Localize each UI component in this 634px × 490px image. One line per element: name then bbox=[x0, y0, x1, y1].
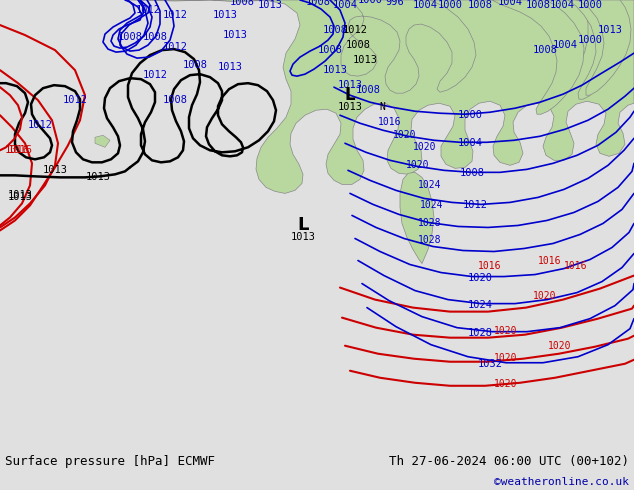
Text: 1013: 1013 bbox=[8, 191, 33, 200]
Text: 1013: 1013 bbox=[212, 10, 238, 20]
Text: 1024: 1024 bbox=[467, 299, 493, 310]
Text: 1008: 1008 bbox=[230, 0, 254, 7]
Text: 1028: 1028 bbox=[467, 328, 493, 338]
Text: 1012: 1012 bbox=[342, 25, 368, 35]
Text: 1004: 1004 bbox=[498, 0, 522, 7]
Text: 1013: 1013 bbox=[217, 62, 242, 72]
Text: 1008: 1008 bbox=[306, 0, 330, 7]
Text: 1008: 1008 bbox=[526, 0, 550, 10]
Text: 1008: 1008 bbox=[143, 32, 167, 42]
Text: 1020: 1020 bbox=[495, 379, 518, 389]
Text: 1020: 1020 bbox=[406, 160, 430, 171]
Text: 1013: 1013 bbox=[8, 193, 33, 202]
Text: 1008: 1008 bbox=[183, 60, 207, 70]
Text: 1004: 1004 bbox=[552, 40, 578, 50]
Text: 1020: 1020 bbox=[413, 142, 437, 152]
Text: 1012: 1012 bbox=[162, 10, 188, 20]
Text: 1020: 1020 bbox=[467, 272, 493, 283]
Text: 1013: 1013 bbox=[353, 55, 377, 65]
Text: 1013: 1013 bbox=[597, 25, 623, 35]
Text: 1020: 1020 bbox=[495, 353, 518, 363]
Polygon shape bbox=[130, 0, 634, 194]
Text: 1008: 1008 bbox=[318, 45, 342, 55]
Text: 1024: 1024 bbox=[420, 200, 444, 210]
Text: 1016: 1016 bbox=[5, 146, 30, 155]
Text: 1013: 1013 bbox=[223, 30, 247, 40]
Text: 1016: 1016 bbox=[378, 117, 402, 127]
Text: 996: 996 bbox=[385, 0, 404, 7]
Text: 1008: 1008 bbox=[162, 95, 188, 105]
Text: 1004: 1004 bbox=[332, 0, 358, 10]
Text: 1013: 1013 bbox=[290, 232, 316, 243]
Text: 1000: 1000 bbox=[458, 110, 482, 120]
Text: 1016: 1016 bbox=[8, 146, 33, 155]
Text: 1000: 1000 bbox=[358, 0, 382, 5]
Text: 1028: 1028 bbox=[418, 219, 442, 228]
Text: 1008: 1008 bbox=[533, 45, 557, 55]
Text: 1004: 1004 bbox=[458, 138, 482, 148]
Polygon shape bbox=[341, 0, 476, 93]
Text: L: L bbox=[297, 217, 309, 234]
Text: 1013: 1013 bbox=[257, 0, 283, 10]
Text: 1016: 1016 bbox=[564, 261, 588, 270]
Text: 1004: 1004 bbox=[413, 0, 437, 10]
Polygon shape bbox=[492, 0, 584, 114]
Text: 1012: 1012 bbox=[462, 200, 488, 210]
Text: 1012: 1012 bbox=[63, 95, 87, 105]
Text: 1000: 1000 bbox=[578, 0, 602, 10]
Text: 1013: 1013 bbox=[337, 102, 363, 112]
Text: 1008: 1008 bbox=[323, 25, 347, 35]
Polygon shape bbox=[95, 135, 110, 147]
Text: 1032: 1032 bbox=[477, 359, 503, 369]
Text: L: L bbox=[345, 86, 355, 104]
Text: 1020: 1020 bbox=[495, 326, 518, 336]
Text: 1008: 1008 bbox=[460, 169, 484, 178]
Polygon shape bbox=[576, 0, 631, 95]
Text: 1008: 1008 bbox=[346, 40, 370, 50]
Text: 1020: 1020 bbox=[548, 341, 572, 351]
Text: 1012: 1012 bbox=[27, 120, 53, 130]
Text: 1008: 1008 bbox=[356, 85, 380, 95]
Polygon shape bbox=[568, 0, 619, 99]
Text: 1024: 1024 bbox=[418, 180, 442, 191]
Text: 1013: 1013 bbox=[42, 165, 67, 175]
Polygon shape bbox=[538, 0, 588, 105]
Text: 1004: 1004 bbox=[550, 0, 574, 10]
Text: 1016: 1016 bbox=[538, 255, 562, 266]
Text: 1000: 1000 bbox=[578, 35, 602, 45]
Text: 1013: 1013 bbox=[337, 80, 363, 90]
Text: 1012: 1012 bbox=[136, 5, 160, 15]
Text: 1013: 1013 bbox=[323, 65, 347, 75]
Text: ©weatheronline.co.uk: ©weatheronline.co.uk bbox=[494, 477, 629, 487]
Polygon shape bbox=[400, 172, 434, 264]
Text: 1020: 1020 bbox=[533, 291, 557, 300]
Text: 1013: 1013 bbox=[86, 172, 110, 182]
Text: 1016: 1016 bbox=[478, 261, 501, 270]
Text: 1028: 1028 bbox=[418, 236, 442, 245]
Text: 1012: 1012 bbox=[143, 70, 167, 80]
Text: 1008: 1008 bbox=[117, 32, 143, 42]
Text: N: N bbox=[379, 102, 385, 112]
Text: 1012: 1012 bbox=[162, 42, 188, 52]
Text: 1008: 1008 bbox=[467, 0, 493, 10]
Text: 1020: 1020 bbox=[393, 130, 417, 140]
Text: Th 27-06-2024 06:00 UTC (00+102): Th 27-06-2024 06:00 UTC (00+102) bbox=[389, 455, 629, 468]
Text: Surface pressure [hPa] ECMWF: Surface pressure [hPa] ECMWF bbox=[5, 455, 215, 468]
Text: 1000: 1000 bbox=[437, 0, 462, 10]
